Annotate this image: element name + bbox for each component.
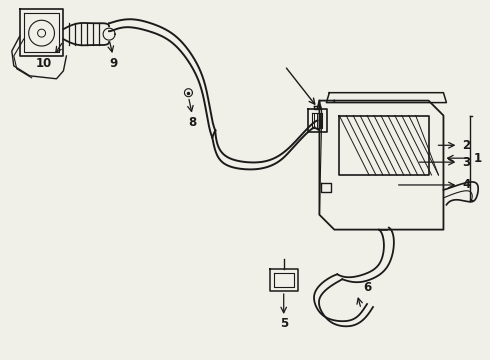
Text: 1: 1 — [474, 152, 482, 165]
Text: 3: 3 — [462, 156, 470, 168]
Text: 5: 5 — [280, 318, 288, 330]
Text: 9: 9 — [109, 57, 117, 71]
Text: 6: 6 — [363, 281, 371, 294]
Text: 4: 4 — [462, 179, 470, 192]
Text: 8: 8 — [188, 116, 196, 129]
Text: 2: 2 — [462, 139, 470, 152]
Text: 10: 10 — [35, 57, 51, 71]
